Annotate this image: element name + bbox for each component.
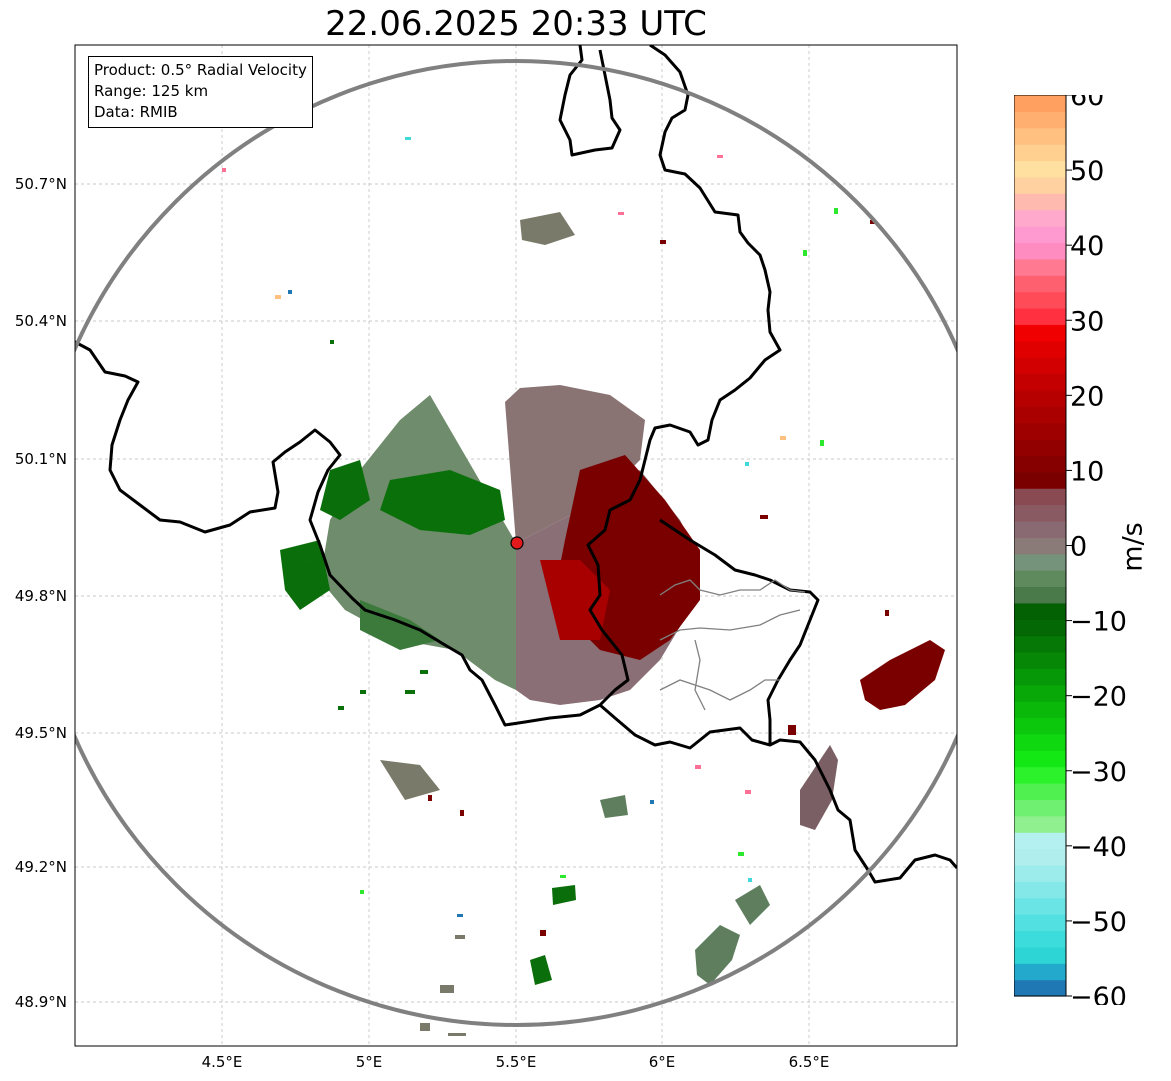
colorbar-segment (1014, 520, 1066, 538)
lat-tick: 50.7°N (15, 175, 67, 193)
colorbar-tick-label: −10 (1070, 607, 1127, 638)
colorbar-segment (1014, 242, 1066, 260)
colorbar-segment (1014, 914, 1066, 932)
colorbar-tick-label: 40 (1070, 231, 1104, 262)
colorbar-segment (1014, 357, 1066, 375)
colorbar-segment (1014, 586, 1066, 604)
colorbar-segment (1014, 766, 1066, 784)
colorbar-segment (1014, 422, 1066, 440)
colorbar-segment (1014, 963, 1066, 981)
colorbar-segment (1014, 406, 1066, 424)
colorbar-segment (1014, 701, 1066, 719)
colorbar-ticks: 60 50 40 30 20 10 0 −10 −20 −30 −40 −50 −60 (1066, 95, 1127, 1005)
colorbar-segment (1014, 471, 1066, 489)
colorbar-segment (1014, 275, 1066, 293)
colorbar-segment (1014, 832, 1066, 850)
colorbar-segment (1014, 307, 1066, 325)
country-borders (75, 45, 957, 884)
colorbar-segment (1014, 668, 1066, 686)
colorbar-segment (1014, 946, 1066, 964)
colorbar-segment (1014, 733, 1066, 751)
colorbar: 60 50 40 30 20 10 0 −10 −20 −30 −40 −50 −60 (1014, 95, 1127, 1005)
colorbar-segment (1014, 95, 1066, 112)
colorbar-segment (1014, 439, 1066, 456)
colorbar-segment (1014, 799, 1066, 817)
velocity-field (222, 137, 945, 1036)
colorbar-tick-label: −50 (1070, 907, 1127, 938)
colorbar-segment (1014, 602, 1066, 620)
colorbar-segment (1014, 324, 1066, 342)
colorbar-segment (1014, 848, 1066, 866)
range-ring (75, 59, 957, 1027)
colorbar-tick-label: −30 (1070, 757, 1127, 788)
lat-tick: 48.9°N (15, 993, 67, 1011)
colorbar-segment (1014, 455, 1066, 473)
info-range: Range: 125 km (94, 82, 209, 100)
lat-tick: 50.1°N (15, 450, 67, 468)
colorbar-segment (1014, 635, 1066, 653)
colorbar-tick-label: 30 (1070, 306, 1104, 337)
colorbar-unit-label: m/s (1117, 522, 1149, 572)
colorbar-segment (1014, 684, 1066, 702)
colorbar-segment (1014, 783, 1066, 801)
colorbar-tick-label: 10 (1070, 456, 1104, 487)
colorbar-segment (1014, 160, 1066, 178)
colorbar-tick-label: −60 (1070, 982, 1127, 1005)
lon-tick: 5.5°E (496, 1053, 537, 1071)
colorbar-segment (1014, 553, 1066, 571)
lat-tick: 49.8°N (15, 587, 67, 605)
colorbar-segment (1014, 209, 1066, 227)
colorbar-tick-label: 60 (1070, 95, 1104, 112)
lat-tick-labels: 50.7°N 50.4°N 50.1°N 49.8°N 49.5°N 49.2°… (15, 175, 67, 1011)
info-box: Product: 0.5° Radial Velocity Range: 125… (88, 56, 313, 128)
radar-site-marker (510, 536, 524, 550)
colorbar-segment (1014, 373, 1066, 391)
colorbar-segment (1014, 127, 1066, 145)
district-borders (659, 579, 806, 711)
colorbar-tick-label: 20 (1070, 381, 1104, 412)
lat-tick: 49.2°N (15, 858, 67, 876)
colorbar-segment (1014, 340, 1066, 358)
colorbar-segment (1014, 930, 1066, 948)
map-title: 22.06.2025 20:33 UTC (325, 4, 707, 44)
colorbar-segment (1014, 111, 1066, 129)
colorbar-segment (1014, 291, 1066, 309)
colorbar-tick-label: 0 (1070, 532, 1087, 563)
colorbar-tick-label: −20 (1070, 682, 1127, 713)
colorbar-segment (1014, 193, 1066, 211)
lon-tick: 6°E (649, 1053, 676, 1071)
colorbar-segment (1014, 651, 1066, 669)
colorbar-segment (1014, 144, 1066, 162)
colorbar-segment (1014, 488, 1066, 506)
colorbar-segment (1014, 979, 1066, 997)
colorbar-segment (1014, 717, 1066, 735)
lat-tick: 49.5°N (15, 724, 67, 742)
plot-frame (74, 44, 958, 1047)
colorbar-segment (1014, 897, 1066, 915)
lon-tick: 5°E (356, 1053, 383, 1071)
lon-tick-labels: 4.5°E 5°E 5.5°E 6°E 6.5°E (202, 1053, 830, 1071)
colorbar-segment (1014, 881, 1066, 899)
colorbar-segment (1014, 389, 1066, 407)
colorbar-segment (1014, 815, 1066, 833)
colorbar-segment (1014, 750, 1066, 768)
colorbar-tick-label: −40 (1070, 832, 1127, 863)
info-data-source: Data: RMIB (94, 103, 178, 121)
colorbar-segment (1014, 504, 1066, 522)
lon-tick: 6.5°E (789, 1053, 830, 1071)
colorbar-segment (1014, 619, 1066, 637)
colorbar-segment (1014, 537, 1066, 555)
colorbar-tick-label: 50 (1070, 156, 1104, 187)
lon-tick: 4.5°E (202, 1053, 243, 1071)
colorbar-segment (1014, 570, 1066, 588)
colorbar-segment (1014, 226, 1066, 244)
lat-tick: 50.4°N (15, 312, 67, 330)
colorbar-segment (1014, 176, 1066, 194)
info-product: Product: 0.5° Radial Velocity (94, 61, 307, 79)
colorbar-segment (1014, 864, 1066, 882)
colorbar-segments (1014, 95, 1066, 997)
colorbar-segment (1014, 258, 1066, 276)
